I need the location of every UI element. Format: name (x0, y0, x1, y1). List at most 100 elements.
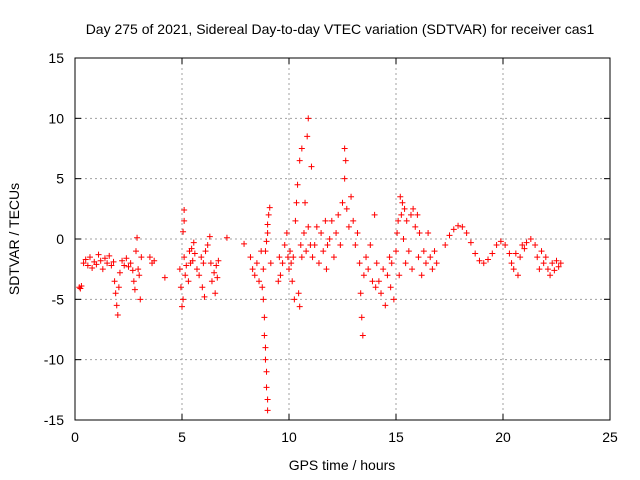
data-point (261, 332, 268, 339)
data-point (212, 290, 219, 297)
data-point (191, 250, 198, 257)
data-point (405, 248, 412, 255)
data-point (183, 262, 190, 269)
data-point (93, 261, 100, 268)
data-point (108, 262, 115, 269)
tick-marks (74, 57, 611, 421)
data-point (431, 248, 438, 255)
data-point (410, 205, 417, 212)
data-point (333, 229, 340, 236)
data-point (291, 296, 298, 303)
data-point (395, 217, 402, 224)
data-point (429, 266, 436, 273)
data-point (180, 296, 187, 303)
data-point (348, 193, 355, 200)
data-point (339, 199, 346, 206)
data-point (382, 302, 389, 309)
data-point (111, 278, 118, 285)
data-point (407, 211, 414, 218)
data-point (400, 236, 407, 242)
data-point (189, 257, 196, 264)
data-point (358, 314, 365, 321)
data-point (262, 248, 269, 255)
data-point (211, 269, 218, 276)
data-point (455, 222, 462, 229)
data-point (497, 238, 504, 245)
data-point (180, 228, 187, 235)
data-point (104, 260, 111, 267)
data-point (263, 384, 270, 391)
data-point (369, 278, 376, 285)
data-point (176, 266, 183, 273)
data-point (476, 257, 483, 264)
data-point (190, 239, 197, 246)
data-point (185, 278, 192, 285)
data-point (251, 272, 258, 279)
data-point (296, 303, 303, 310)
data-point (416, 229, 423, 236)
data-point (112, 290, 119, 297)
data-point (521, 245, 528, 252)
data-point (266, 204, 273, 211)
data-point (293, 199, 300, 206)
data-point (193, 266, 200, 273)
data-point (263, 368, 270, 375)
data-point (538, 248, 545, 255)
data-point (151, 257, 158, 264)
data-point (433, 260, 440, 267)
data-point (422, 260, 429, 267)
data-point (367, 242, 374, 249)
data-point (396, 272, 403, 279)
data-point (352, 242, 359, 249)
data-point (330, 254, 337, 261)
data-point (425, 229, 432, 236)
data-point (196, 272, 203, 279)
data-point (322, 217, 329, 224)
y-axis-label: SDTVAR / TECUs (6, 183, 22, 295)
data-point (388, 260, 395, 267)
data-point (343, 205, 350, 212)
data-point (409, 266, 416, 273)
data-point (315, 260, 322, 267)
data-point (311, 242, 318, 249)
data-point (264, 396, 271, 403)
data-point (359, 332, 366, 339)
tick-labels: 0 5 10 15 20 25 -15 -10 -5 0 5 10 15 (44, 50, 618, 445)
data-point (341, 145, 348, 152)
data-point (542, 254, 549, 261)
grid (75, 58, 610, 420)
data-point (207, 260, 214, 267)
data-point (199, 284, 206, 291)
data-point (110, 258, 117, 265)
data-point (480, 260, 487, 267)
data-point (302, 199, 309, 206)
data-point (123, 255, 130, 262)
data-point (506, 250, 513, 257)
data-point (300, 229, 307, 236)
data-point (130, 278, 137, 285)
data-point (146, 254, 153, 261)
data-point (508, 260, 515, 267)
data-point (296, 157, 303, 164)
data-point (113, 302, 120, 309)
data-point (523, 239, 530, 246)
data-point (295, 290, 302, 297)
data-point (512, 250, 519, 257)
x-tick-label: 20 (495, 429, 511, 445)
data-point (264, 407, 271, 414)
data-point (82, 256, 89, 263)
data-point (398, 211, 405, 218)
data-point (260, 266, 267, 273)
data-point (510, 266, 517, 273)
data-point (297, 242, 304, 249)
data-point (287, 248, 294, 255)
data-point (519, 242, 526, 249)
data-point (412, 223, 419, 230)
data-point (181, 217, 188, 224)
data-point (127, 260, 134, 267)
data-point (181, 207, 188, 214)
data-point (99, 266, 106, 273)
data-point (181, 254, 188, 261)
